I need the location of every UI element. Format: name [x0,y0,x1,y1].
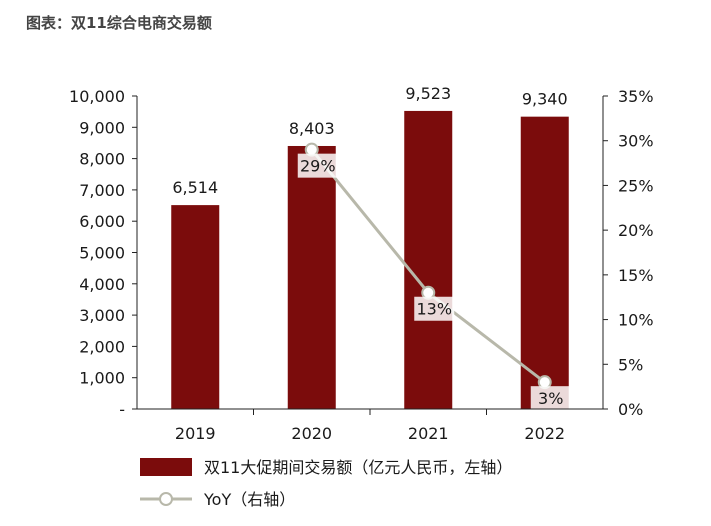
y-left-tick-label: 2,000 [79,337,125,356]
y-right-tick-label: 0% [618,400,643,419]
yoy-label-box [297,153,338,178]
y-left-tick-label: 1,000 [79,369,125,388]
y-right-tick-label: 35% [618,87,654,106]
x-tick-label: 2021 [408,424,449,443]
x-tick-label: 2020 [291,424,332,443]
legend-bar-label: 双11大促期间交易额（亿元人民币，左轴） [204,458,512,477]
x-tick-label: 2019 [175,424,216,443]
y-left-tick-label: 6,000 [79,212,125,231]
bar-value-label: 9,523 [405,84,451,103]
bar-2020 [287,145,336,410]
bar-2022 [520,116,569,410]
yoy-label-box [414,296,455,321]
y-left-tick-label: 10,000 [69,87,125,106]
y-right-tick-label: 10% [618,311,654,330]
y-right-tick-label: 25% [618,176,654,195]
bar-2019 [171,205,220,409]
y-left-tick-label: 8,000 [79,150,125,169]
bar-value-label: 6,514 [172,178,218,197]
y-left-tick-label: 4,000 [79,275,125,294]
yoy-value-label: 13% [416,300,452,319]
bar-value-label: 8,403 [289,119,335,138]
bar-value-label: 9,340 [522,90,568,109]
chart-title: 图表：双11综合电商交易额 [26,14,212,32]
y-left-tick-label: - [119,400,125,419]
y-left-tick-label: 3,000 [79,306,125,325]
yoy-value-label: 29% [300,157,336,176]
yoy-value-label: 3% [538,389,563,408]
bar-2021 [404,110,453,409]
y-right-tick-label: 30% [618,132,654,151]
y-right-tick-label: 20% [618,221,654,240]
yoy-label-box [530,386,571,411]
y-right-tick-label: 5% [618,355,643,374]
x-tick-label: 2022 [524,424,565,443]
legend-line-label: YoY（右轴） [203,490,295,509]
y-left-tick-label: 9,000 [79,118,125,137]
y-left-tick-label: 5,000 [79,244,125,263]
y-left-tick-label: 7,000 [79,181,125,200]
y-right-tick-label: 15% [618,266,654,285]
legend-line-marker [159,492,173,506]
legend-bar-swatch [140,458,192,476]
